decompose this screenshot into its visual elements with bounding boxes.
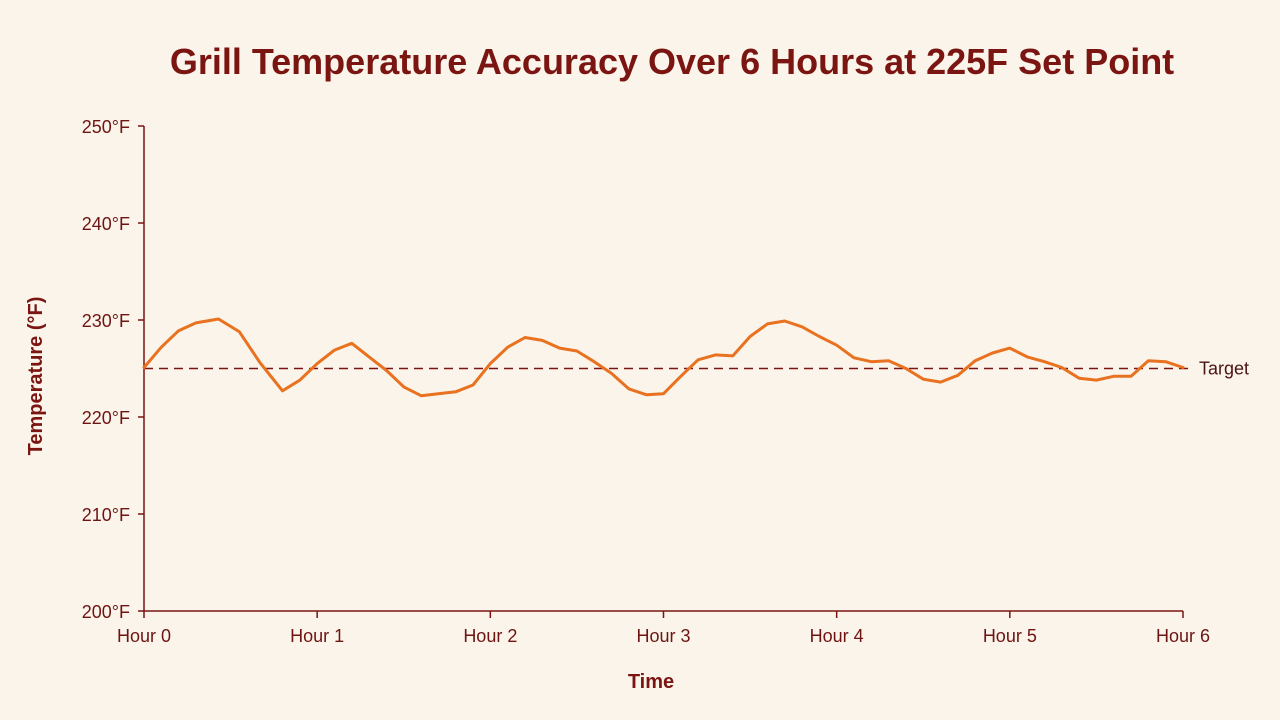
temperature-series-line <box>142 317 1185 398</box>
x-axis: Hour 0 Hour 1 Hour 2 Hour 3 Hour 4 Hour 5 Hour… <box>117 610 1210 646</box>
series-layer <box>142 317 1185 398</box>
x-tick-label: Hour 2 <box>463 626 517 646</box>
x-tick-label: Hour 0 <box>117 626 171 646</box>
reference-lines: Target <box>144 359 1249 379</box>
y-tick-label: 220°F <box>82 408 130 428</box>
y-axis: 200°F 210°F 220°F 230°F 240°F 250°F <box>82 117 145 622</box>
x-tick-label: Hour 5 <box>983 626 1037 646</box>
target-line-label: Target <box>1199 359 1249 379</box>
x-tick-label: Hour 3 <box>636 626 690 646</box>
x-tick-label: Hour 6 <box>1156 626 1210 646</box>
chart-title: Grill Temperature Accuracy Over 6 Hours … <box>170 41 1174 82</box>
y-tick-label: 250°F <box>82 117 130 137</box>
y-axis-label: Temperature (°F) <box>25 297 47 456</box>
y-tick-label: 240°F <box>82 214 130 234</box>
x-tick-label: Hour 4 <box>810 626 864 646</box>
y-tick-label: 230°F <box>82 311 130 331</box>
x-tick-label: Hour 1 <box>290 626 344 646</box>
y-tick-label: 210°F <box>82 505 130 525</box>
x-axis-label: Time <box>628 671 674 693</box>
y-tick-label: 200°F <box>82 602 130 622</box>
